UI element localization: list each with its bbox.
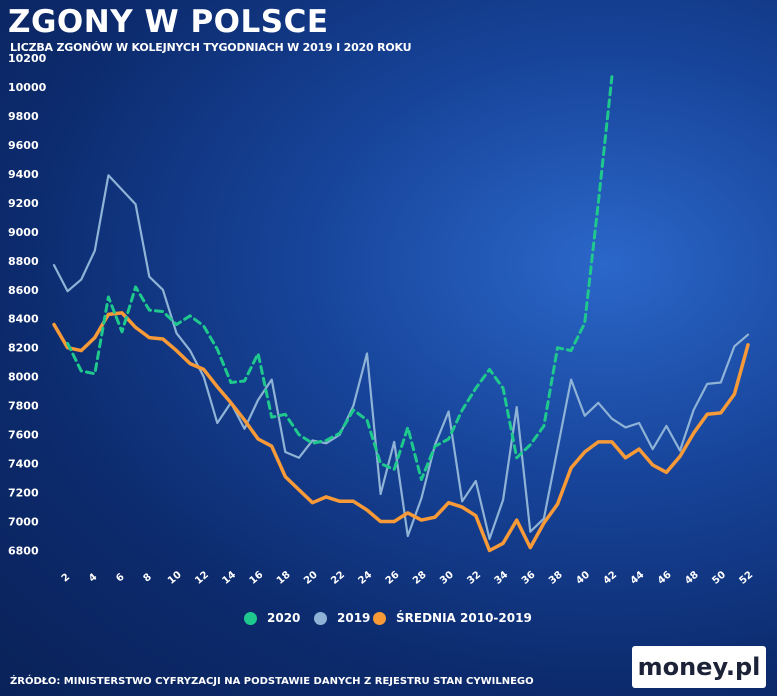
y-tick-label: 7000 [8,516,39,529]
legend-item-average: ŚREDNIA 2010-2019 [373,611,532,625]
x-tick-label: 40 [574,569,592,586]
x-tick-label: 4 [87,572,99,585]
y-tick-label: 6800 [8,545,39,558]
y-tick-label: 9200 [8,197,39,210]
x-tick-label: 20 [302,569,320,586]
legend-label-2019: 2019 [337,611,371,625]
legend-label-average: ŚREDNIA 2010-2019 [396,611,532,625]
x-tick-label: 36 [520,569,538,586]
y-tick-label: 8200 [8,342,39,355]
y-tick-label: 9800 [8,110,39,123]
x-tick-label: 52 [738,569,756,586]
x-tick-label: 6 [114,572,126,585]
x-tick-label: 30 [438,569,456,586]
y-tick-label: 9400 [8,168,39,181]
y-tick-label: 9000 [8,226,39,239]
x-tick-label: 44 [629,569,647,586]
x-tick-label: 48 [683,569,701,586]
y-tick-label: 7600 [8,429,39,442]
x-tick-label: 16 [248,569,266,586]
chart-subtitle: LICZBA ZGONÓW W KOLEJNYCH TYGODNIACH W 2… [10,41,412,54]
legend-swatch-2020 [244,611,257,625]
y-tick-label: 8600 [8,284,39,297]
x-tick-label: 18 [275,569,293,586]
x-tick-label: 22 [329,569,347,586]
x-tick-label: 38 [547,569,565,586]
y-tick-label: 8400 [8,313,39,326]
chart-title: ZGONY W POLSCE [8,4,329,40]
x-tick-label: 8 [141,572,153,585]
x-tick-label: 28 [411,569,429,586]
x-tick-label: 10 [166,569,184,586]
y-tick-label: 7200 [8,487,39,500]
y-tick-label: 10000 [8,81,47,94]
x-tick-label: 50 [710,569,728,586]
x-tick-label: 46 [656,569,674,586]
source-note: ŹRÓDŁO: MINISTERSTWO CYFRYZACJI NA PODST… [10,676,534,687]
money-pl-logo: money.pl [632,646,766,688]
line-chart: 6800 7000 7200 7400 7600 7800 8000 8200 8400 8600… [8,52,755,586]
legend-label-2020: 2020 [267,611,301,625]
x-tick-label: 24 [357,569,375,586]
series-line-average [52,311,750,553]
series-layer [52,75,750,553]
series-line-2020 [66,75,614,481]
legend-item-2019: 2019 [314,611,370,625]
x-tick-label: 32 [465,569,483,586]
x-tick-label: 34 [493,569,511,586]
y-tick-label: 8800 [8,255,39,268]
y-tick-label: 8000 [8,371,39,384]
x-tick-label: 2 [60,572,72,585]
legend: 2020 2019 ŚREDNIA 2010-2019 [0,611,777,635]
x-tick-label: 42 [601,569,619,586]
y-tick-label: 7800 [8,400,39,413]
x-axis: 2 4 6 8 10 12 14 16 18 20 22 24 26 28 30 32 34 36 38 40 42 44… [60,569,755,586]
legend-item-2020: 2020 [244,611,300,625]
y-tick-label: 10200 [8,52,47,65]
legend-swatch-2019 [314,611,327,625]
legend-swatch-average [373,611,386,625]
series-line-2019 [52,174,750,541]
y-axis: 6800 7000 7200 7400 7600 7800 8000 8200 8400 8600… [8,52,47,558]
x-tick-label: 26 [384,569,402,586]
y-tick-label: 7400 [8,458,39,471]
y-tick-label: 9600 [8,139,39,152]
x-tick-label: 14 [220,569,238,586]
x-tick-label: 12 [193,569,211,586]
